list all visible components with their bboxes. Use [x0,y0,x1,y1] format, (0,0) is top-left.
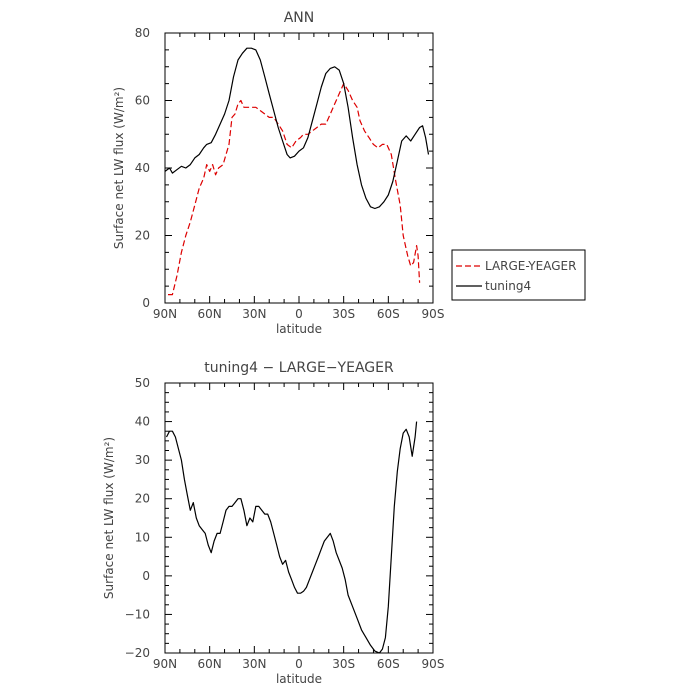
y-tick-label: −20 [125,646,150,660]
x-tick-label: 90S [422,657,445,671]
y-tick-label: 20 [135,492,150,506]
y-tick-label: 0 [142,296,150,310]
y-axis-label: Surface net LW flux (W/m²) [102,437,116,599]
x-tick-label: 60N [198,307,222,321]
x-tick-label: 0 [295,307,303,321]
plot-frame [164,382,434,654]
legend: LARGE-YEAGER tuning4 [451,249,586,301]
x-tick-label: 60N [198,657,222,671]
y-axis-label: Surface net LW flux (W/m²) [112,87,126,249]
x-tick-label: 30N [242,307,266,321]
x-axis-label: latitude [276,322,322,336]
series-tuning4-line [164,47,430,210]
legend-label-tuning4: tuning4 [485,279,531,293]
bottom-plot: tuning4 − LARGE−YEAGER 90N 60N 30N 0 30S 60S 90… [102,360,444,686]
chart-title: tuning4 − LARGE−YEAGER [204,360,394,376]
y-tick-label: 0 [142,569,150,583]
y-tick-label: 30 [135,453,150,467]
y-tick-label: 20 [135,229,150,243]
x-tick-label: 60S [377,657,400,671]
y-tick-label: 60 [135,94,150,108]
x-tick-label: 30S [332,657,355,671]
series-large-yeager-line [168,82,421,296]
y-tick-label: 10 [135,530,150,544]
x-tick-label: 90S [422,307,445,321]
y-tick-label: −10 [125,607,150,621]
plot-frame [164,32,434,304]
series-difference-line [165,421,418,654]
y-tick-label: 40 [135,415,150,429]
x-axis-label: latitude [276,672,322,686]
x-tick-label: 30N [242,657,266,671]
legend-label-large-yeager: LARGE-YEAGER [485,259,576,273]
top-plot: ANN 90N 60N 30N 0 30S 60S 90S 0 20 40 60 80 latitude S… [112,10,444,336]
x-tick-label: 60S [377,307,400,321]
x-tick-label: 0 [295,657,303,671]
legend-box [451,249,586,301]
x-tick-label: 90N [153,307,177,321]
y-tick-label: 80 [135,26,150,40]
x-tick-label: 30S [332,307,355,321]
y-tick-label: 40 [135,161,150,175]
y-tick-label: 50 [135,376,150,390]
x-tick-label: 90N [153,657,177,671]
chart-title: ANN [284,10,315,26]
